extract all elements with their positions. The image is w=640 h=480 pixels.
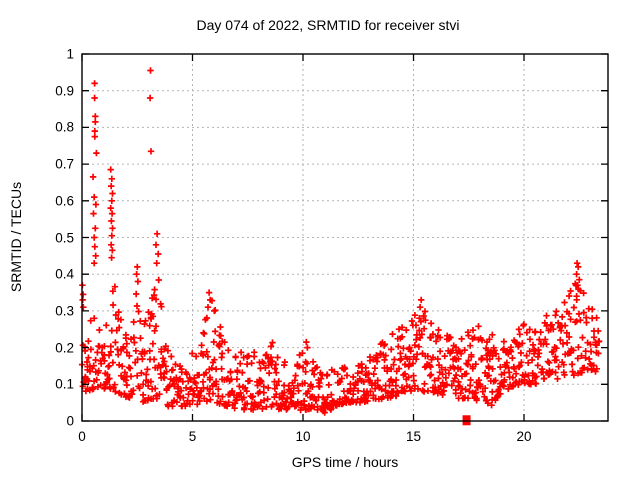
x-tick-label-5: 5 <box>188 429 197 444</box>
y-tick-label-0: 0 <box>66 413 74 429</box>
flag-point-square <box>462 415 471 426</box>
grid-lines <box>82 54 608 421</box>
y-tick-label-0.8: 0.8 <box>55 119 74 135</box>
y-tick-label-0.4: 0.4 <box>55 266 74 282</box>
x-tick-label-0: 0 <box>78 429 86 444</box>
x-tick-label-20: 20 <box>516 429 532 444</box>
x-tick-label-10: 10 <box>295 429 311 444</box>
y-tick-label-0.9: 0.9 <box>55 82 74 98</box>
plot-border <box>81 53 609 422</box>
y-tick-label-0.1: 0.1 <box>55 376 74 392</box>
y-tick-label-0.5: 0.5 <box>55 229 74 245</box>
y-tick-label-0.2: 0.2 <box>55 339 74 355</box>
y-tick-label-0.3: 0.3 <box>55 303 74 319</box>
y-tick-label-1: 1 <box>66 46 74 62</box>
y-tick-label-0.7: 0.7 <box>55 156 74 172</box>
x-tick-label-15: 15 <box>405 429 422 444</box>
y-tick-label-0.6: 0.6 <box>55 193 74 209</box>
x-axis-title: GPS time / hours <box>291 454 399 470</box>
chart-title: Day 074 of 2022, SRMTID for receiver stv… <box>196 17 460 33</box>
